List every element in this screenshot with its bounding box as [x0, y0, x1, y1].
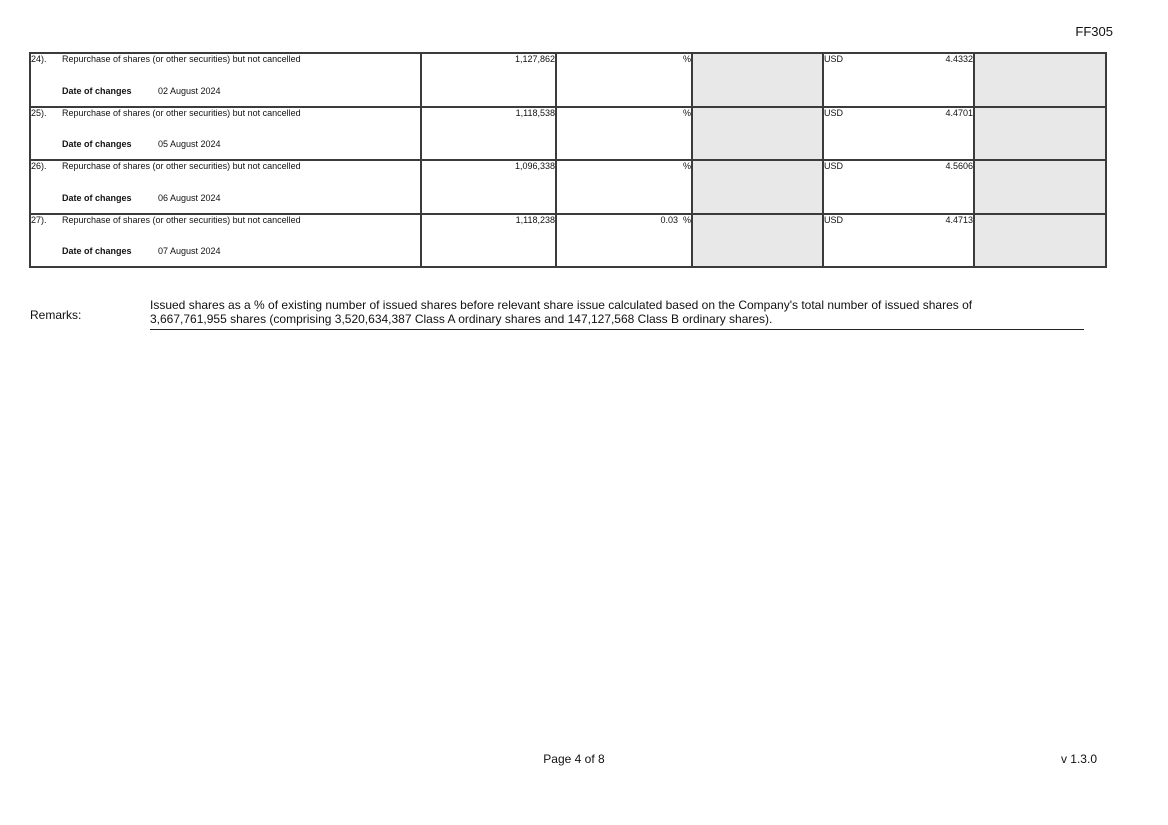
percent-cell: 0.03%: [555, 212, 693, 268]
description-cell: 24). Repurchase of shares (or other secur…: [29, 52, 422, 108]
row-description: Repurchase of shares (or other securitie…: [62, 54, 301, 64]
shares-count-cell: 1,127,862: [419, 52, 557, 108]
date-of-changes-label: Date of changes: [62, 192, 132, 203]
row-description: Repurchase of shares (or other securitie…: [62, 107, 301, 118]
currency-label: USD: [824, 54, 844, 64]
shaded-empty-cell: [973, 159, 1107, 215]
date-of-changes-value: 07 August 2024: [158, 246, 221, 256]
shaded-empty-cell: [691, 52, 824, 108]
price-value: 4.4332: [945, 54, 973, 64]
table-row: 25). Repurchase of shares (or other secur…: [29, 105, 1107, 161]
shaded-empty-cell: [691, 159, 824, 215]
currency-label: USD: [824, 214, 844, 225]
remarks-label: Remarks:: [30, 308, 82, 322]
row-title-line: 25). Repurchase of shares (or other secur…: [31, 107, 419, 118]
price-cell: USD 4.4713: [822, 212, 975, 268]
description-cell: 27). Repurchase of shares (or other secur…: [29, 212, 422, 268]
row-title-line: 27). Repurchase of shares (or other secur…: [31, 214, 419, 225]
row-description: Repurchase of shares (or other securitie…: [62, 214, 301, 225]
currency-label: USD: [824, 161, 844, 171]
price-value: 4.4701: [945, 107, 973, 118]
table-row: 24). Repurchase of shares (or other secur…: [29, 52, 1107, 108]
date-of-changes-line: Date of changes 06 August 2024: [62, 192, 419, 204]
table-row: 26). Repurchase of shares (or other secur…: [29, 159, 1107, 215]
percent-sign: %: [682, 107, 691, 118]
currency-label: USD: [824, 107, 844, 118]
price-inner: USD 4.5606: [824, 161, 973, 172]
date-of-changes-line: Date of changes 02 August 2024: [62, 85, 419, 97]
row-title-line: 24). Repurchase of shares (or other secur…: [31, 54, 419, 65]
remarks-lines: Issued shares as a % of existing number …: [150, 298, 1084, 330]
date-of-changes-label: Date of changes: [62, 139, 132, 149]
price-inner: USD 4.4701: [824, 107, 973, 118]
shaded-empty-cell: [973, 105, 1107, 161]
row-number: 25).: [31, 107, 47, 118]
page-indicator: Page 4 of 8: [543, 752, 605, 766]
remarks-line: 3,667,761,955 shares (comprising 3,520,6…: [150, 311, 773, 326]
row-description: Repurchase of shares (or other securitie…: [62, 161, 301, 171]
version-label: v 1.3.0: [1060, 752, 1097, 766]
date-of-changes-line: Date of changes 07 August 2024: [62, 246, 419, 257]
shaded-empty-cell: [691, 212, 824, 268]
percent-sign: %: [682, 54, 691, 64]
shaded-empty-cell: [973, 52, 1107, 108]
price-cell: USD 4.5606: [822, 159, 975, 215]
percent-cell: %: [555, 159, 693, 215]
price-inner: USD 4.4332: [824, 54, 973, 65]
row-number: 27).: [31, 214, 47, 225]
repurchase-table-body: 24). Repurchase of shares (or other secur…: [29, 52, 1107, 268]
price-cell: USD 4.4332: [822, 52, 975, 108]
remarks-line: Issued shares as a % of existing number …: [150, 298, 973, 312]
percent-sign: %: [682, 161, 691, 171]
shaded-empty-cell: [691, 105, 824, 161]
date-of-changes-value: 06 August 2024: [158, 192, 221, 203]
percent-cell: %: [555, 52, 693, 108]
shares-count-cell: 1,118,538: [419, 105, 557, 161]
price-value: 4.5606: [945, 161, 973, 171]
price-value: 4.4713: [945, 214, 973, 225]
percent-value: 0.03: [660, 214, 678, 225]
percent-cell: %: [555, 105, 693, 161]
percent-sign: %: [682, 214, 691, 225]
shares-count-cell: 1,118,238: [419, 212, 557, 268]
date-of-changes-label: Date of changes: [62, 246, 132, 256]
date-of-changes-value: 02 August 2024: [158, 85, 221, 96]
repurchase-table: 24). Repurchase of shares (or other secur…: [29, 52, 1107, 268]
row-title-line: 26). Repurchase of shares (or other secur…: [31, 161, 419, 172]
remarks-section: Remarks: Issued shares as a % of existin…: [30, 298, 1084, 330]
date-of-changes-line: Date of changes 05 August 2024: [62, 139, 419, 150]
row-number: 24).: [31, 54, 47, 64]
description-cell: 25). Repurchase of shares (or other secur…: [29, 105, 422, 161]
shares-count-cell: 1,096,338: [419, 159, 557, 215]
table-row: 27). Repurchase of shares (or other secur…: [29, 212, 1107, 268]
description-cell: 26). Repurchase of shares (or other secur…: [29, 159, 422, 215]
row-number: 26).: [31, 161, 47, 171]
price-cell: USD 4.4701: [822, 105, 975, 161]
shaded-empty-cell: [973, 212, 1107, 268]
form-code: FF305: [1075, 24, 1113, 39]
date-of-changes-label: Date of changes: [62, 85, 132, 96]
date-of-changes-value: 05 August 2024: [158, 139, 221, 149]
price-inner: USD 4.4713: [824, 214, 973, 225]
